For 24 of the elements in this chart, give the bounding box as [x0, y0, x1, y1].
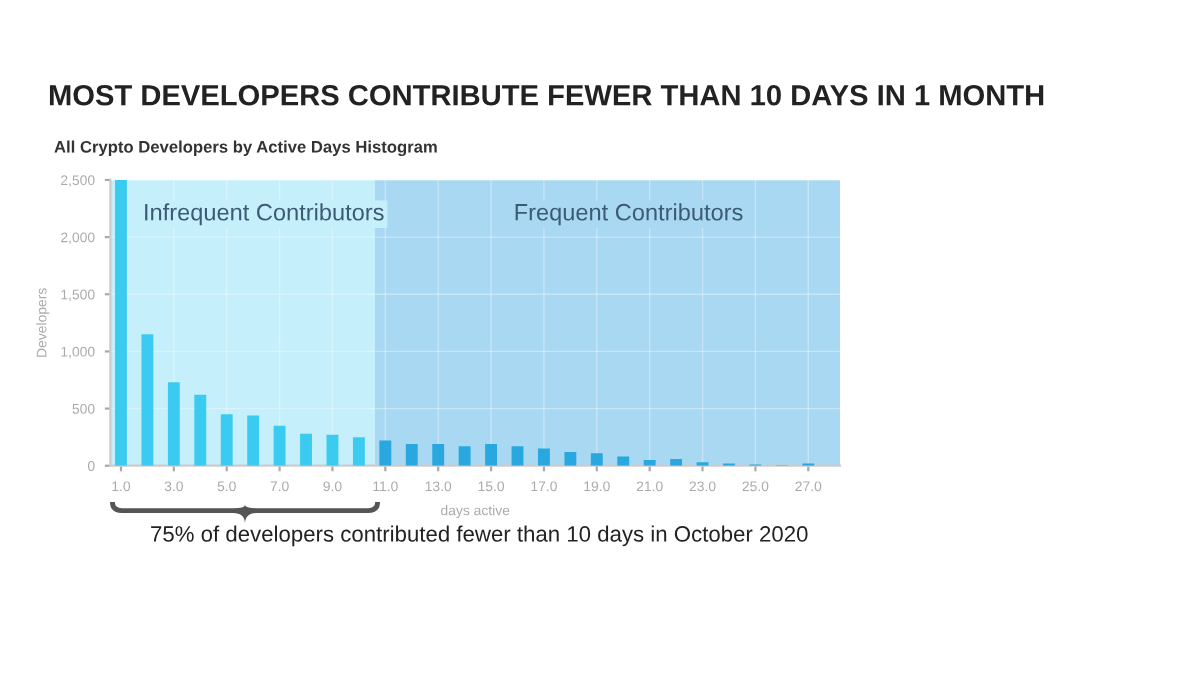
band-label: Infrequent Contributors: [145, 203, 384, 226]
bar: [300, 433, 312, 466]
bar: [485, 444, 498, 466]
bar: [537, 448, 550, 466]
bar: [352, 437, 365, 466]
bar: [273, 425, 286, 466]
chart-subtitle: All Crypto Developers by Active Days Histogram: [54, 140, 437, 157]
bar: [326, 434, 339, 466]
bar: [141, 334, 154, 466]
bar: [194, 394, 207, 466]
chart-title: MOST DEVELOPERS CONTRIBUTE FEWER THAN 10 DAYS IN 1 MONTH: [49, 84, 1044, 106]
bar: [167, 382, 180, 466]
bar: [458, 446, 471, 466]
bar: [590, 453, 603, 466]
bar: [247, 415, 260, 466]
bar: [432, 444, 445, 466]
text: 75% of developers contributed fewer than 10 days in October 2020: [151, 525, 808, 547]
bar: [220, 414, 233, 466]
bar: [115, 179, 127, 466]
bar: [379, 440, 392, 466]
bar: [564, 452, 577, 466]
bar: [405, 444, 418, 466]
band-label: Frequent Contributors: [515, 203, 743, 226]
bar: [511, 446, 524, 466]
